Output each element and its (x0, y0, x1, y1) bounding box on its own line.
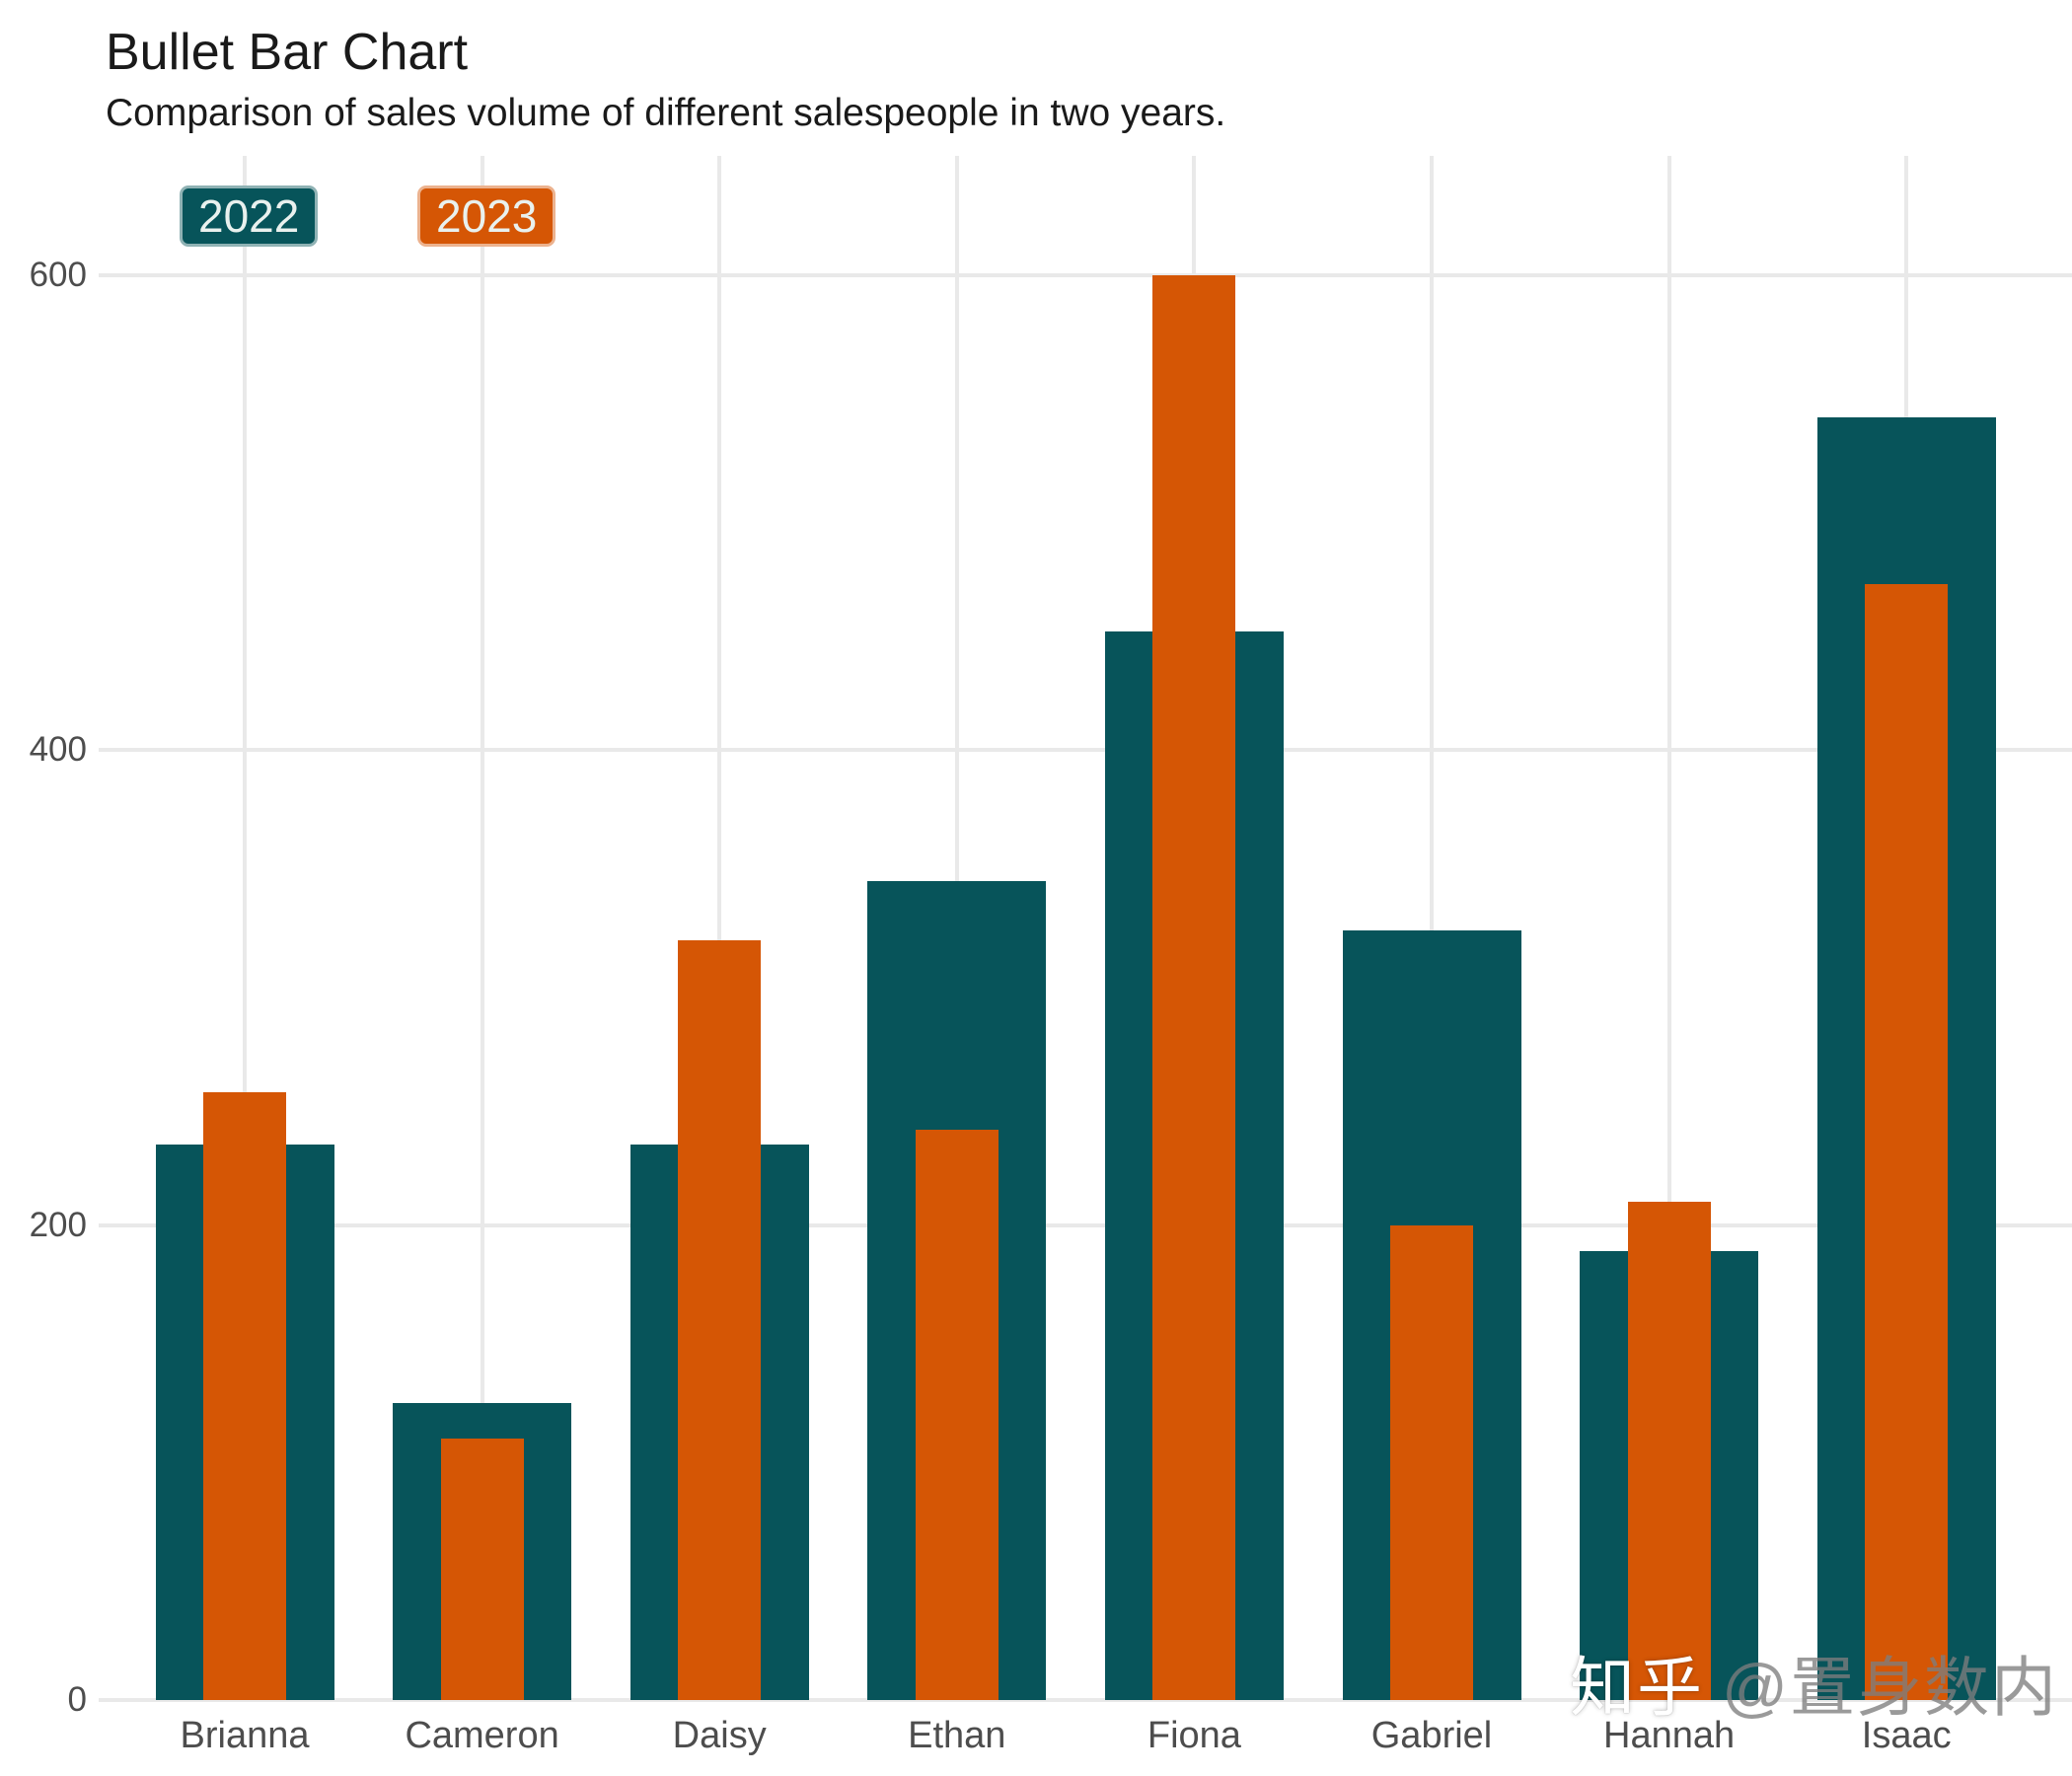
vertical-gridline-gabriel (1430, 156, 1434, 1700)
bar-2023-ethan (915, 1130, 999, 1700)
chart-subtitle: Comparison of sales volume of different … (106, 92, 1226, 134)
vertical-gridline-hannah (1666, 156, 1671, 1700)
horizontal-gridline-400 (99, 748, 2072, 753)
horizontal-gridline-200 (99, 1222, 2072, 1227)
x-axis-label-fiona: Fiona (1147, 1715, 1241, 1756)
y-axis-tick-label-200: 200 (29, 1205, 87, 1244)
x-axis-label-cameron: Cameron (405, 1715, 559, 1756)
watermark-handle: @置身数内 (1722, 1651, 2058, 1724)
bar-2023-daisy (678, 939, 762, 1700)
bar-2023-fiona (1152, 275, 1236, 1700)
horizontal-gridline-600 (99, 273, 2072, 277)
chart-title: Bullet Bar Chart (106, 24, 469, 81)
bar-2023-isaac (1865, 583, 1949, 1700)
bar-2023-brianna (203, 1091, 286, 1700)
watermark-brand: 知乎 (1570, 1651, 1704, 1724)
y-axis-tick-label-0: 0 (67, 1680, 87, 1719)
x-axis-label-isaac: Isaac (1861, 1715, 1952, 1756)
legend-item-2022: 2022 (180, 185, 319, 247)
vertical-gridline-brianna (243, 156, 247, 1700)
bar-2023-cameron (440, 1439, 524, 1700)
legend-item-2023: 2023 (417, 185, 556, 247)
x-axis-label-gabriel: Gabriel (1370, 1715, 1493, 1756)
x-axis-label-ethan: Ethan (908, 1715, 1006, 1756)
vertical-gridline-cameron (480, 156, 484, 1700)
bar-2023-gabriel (1390, 1224, 1473, 1700)
bar-2023-hannah (1627, 1201, 1711, 1700)
horizontal-gridline-0 (99, 1698, 2072, 1702)
watermark: 知乎 @置身数内 (1570, 1652, 2058, 1724)
x-axis-label-hannah: Hannah (1603, 1715, 1736, 1756)
y-axis-tick-label-600: 600 (29, 256, 87, 294)
y-axis-tick-label-400: 400 (29, 730, 87, 770)
x-axis-label-daisy: Daisy (672, 1715, 767, 1756)
vertical-gridline-daisy (717, 156, 722, 1700)
x-axis-label-brianna: Brianna (180, 1715, 310, 1756)
